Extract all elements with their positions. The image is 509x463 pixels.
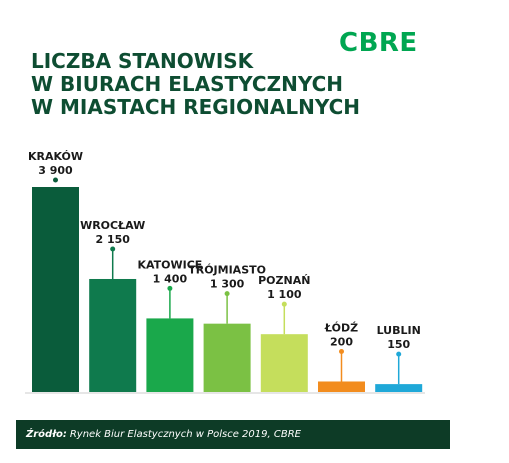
bar-trojmiasto <box>203 323 251 392</box>
value-label-poznan: 1 100 <box>267 288 302 301</box>
value-label-katowice: 1 400 <box>153 272 188 285</box>
source-label: Źródło: <box>26 429 67 440</box>
bar-lublin <box>375 384 423 392</box>
value-label-wroclaw: 2 150 <box>95 233 130 246</box>
title-line-2: W BIURACH ELASTYCZNYCH <box>31 72 344 96</box>
marker-dot-katowice <box>167 285 173 291</box>
value-label-lublin: 150 <box>387 338 410 351</box>
category-label-trojmiasto: TRÓJMIASTO <box>188 264 266 277</box>
category-label-krakow: KRAKÓW <box>28 150 83 163</box>
marker-dot-wroclaw <box>110 246 116 252</box>
marker-dot-trojmiasto <box>224 291 230 297</box>
bar-wroclaw <box>89 278 137 392</box>
value-label-trojmiasto: 1 300 <box>210 278 245 291</box>
title-line-1: LICZBA STANOWISK <box>31 49 254 73</box>
value-label-krakow: 3 900 <box>38 164 73 177</box>
source-text: Rynek Biur Elastycznych w Polsce 2019, C… <box>69 429 301 440</box>
category-label-wroclaw: WROCŁAW <box>80 219 145 232</box>
marker-dot-krakow <box>53 177 58 183</box>
marker-dot-poznan <box>281 301 287 307</box>
bar-lodz <box>318 381 365 392</box>
category-label-poznan: POZNAŃ <box>258 274 310 287</box>
category-label-katowice: KATOWICE <box>137 258 202 271</box>
chart-title: LICZBA STANOWISK W BIURACH ELASTYCZNYCH … <box>31 50 431 119</box>
bar-katowice <box>146 318 194 392</box>
title-line-3: W MIASTACH REGIONALNYCH <box>31 95 361 119</box>
marker-dot-lublin <box>396 351 402 357</box>
category-label-lodz: ŁÓDŹ <box>324 321 358 334</box>
category-label-lublin: LUBLIN <box>377 324 421 337</box>
value-label-lodz: 200 <box>330 335 353 348</box>
marker-dot-lodz <box>339 348 344 354</box>
cbre-logo: CBRE <box>339 28 418 58</box>
bar-krakow <box>32 187 79 392</box>
bar-poznan <box>260 334 308 392</box>
source-footer: Źródło: Rynek Biur Elastycznych w Polsce … <box>16 420 450 449</box>
